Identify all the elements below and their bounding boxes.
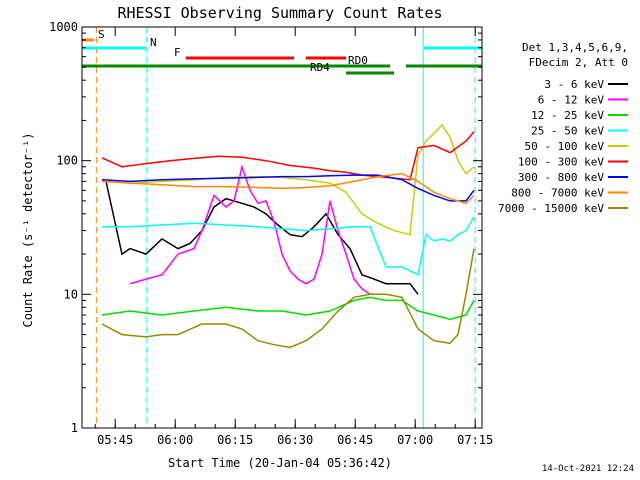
x-axis-label: Start Time (20-Jan-04 05:36:42): [168, 456, 392, 470]
series-line: [101, 174, 475, 202]
series-line: [101, 248, 475, 349]
flag-label: S: [98, 28, 105, 41]
legend-entry-label: 6 - 12 keV: [538, 94, 605, 107]
y-tick-label: 1: [71, 421, 78, 435]
flag-label: RD4: [310, 61, 330, 74]
y-tick-label: 100: [56, 154, 78, 168]
series-line: [102, 216, 475, 276]
y-tick-label: 10: [64, 287, 78, 301]
flag-label: RD0: [348, 54, 368, 67]
x-tick-label: 05:45: [97, 433, 133, 447]
y-tick-label: 1000: [49, 20, 78, 34]
legend-entry-label: 25 - 50 keV: [531, 125, 604, 138]
legend-entry-label: 3 - 6 keV: [544, 78, 604, 91]
legend-entry-label: 300 - 800 keV: [518, 171, 604, 184]
x-tick-label: 06:15: [217, 433, 253, 447]
legend-header: Det 1,3,4,5,6,9, FDecim 2, Att 0: [522, 40, 628, 70]
chart-title: RHESSI Observing Summary Count Rates: [117, 4, 442, 22]
series-line: [101, 131, 475, 181]
x-tick-label: 06:45: [337, 433, 373, 447]
timestamp: 14-Oct-2021 12:24: [541, 464, 634, 474]
legend-header-line-1: Det 1,3,4,5,6,9,: [522, 41, 628, 54]
x-tick-label: 06:00: [157, 433, 193, 447]
legend-entry-label: 100 - 300 keV: [518, 156, 604, 169]
legend-header-line-2: FDecim 2, Att 0: [528, 56, 628, 69]
x-tick-label: 06:30: [277, 433, 313, 447]
series-line: [101, 172, 475, 205]
series-line: [101, 296, 475, 321]
plot-frame: [81, 26, 483, 429]
series-line: [105, 181, 419, 295]
y-axis-label: Count Rate (s⁻¹ detector⁻¹): [21, 132, 35, 327]
series-line: [129, 164, 371, 295]
x-tick-label: 07:15: [457, 433, 493, 447]
flag-label: N: [150, 36, 157, 49]
legend-entry-label: 800 - 7000 keV: [511, 187, 604, 200]
legend-entry-label: 50 - 100 keV: [525, 140, 605, 153]
x-tick-label: 07:00: [397, 433, 433, 447]
flag-label: F: [174, 46, 181, 59]
legend-entry-label: 7000 - 15000 keV: [498, 202, 604, 215]
legend-entry-label: 12 - 25 keV: [531, 109, 604, 122]
